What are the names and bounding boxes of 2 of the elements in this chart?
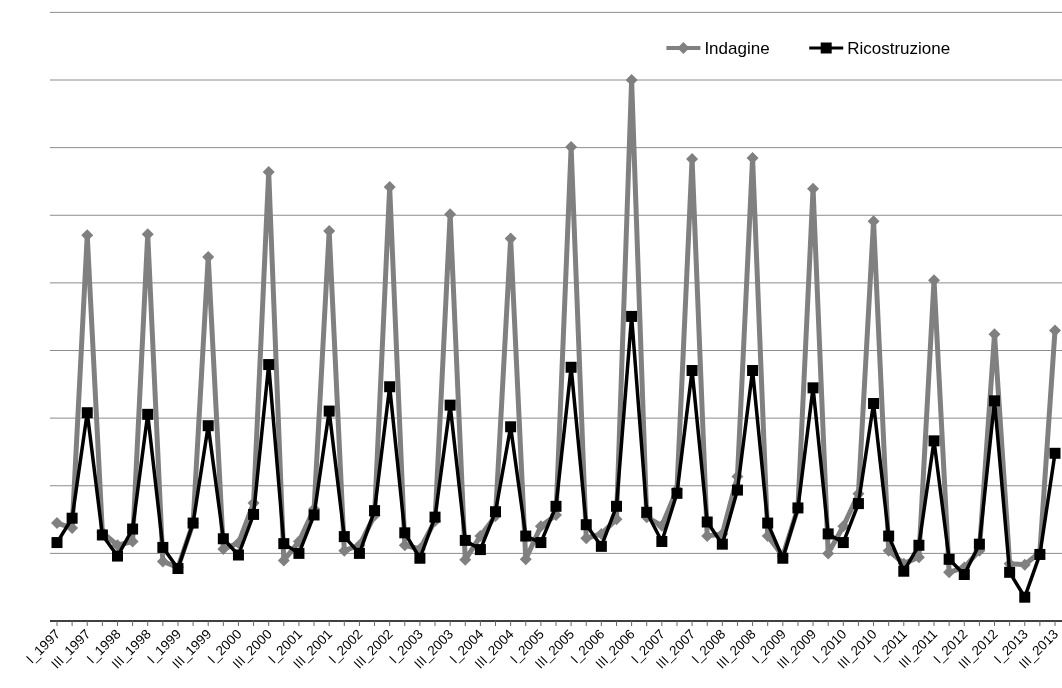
legend-label: Ricostruzione — [847, 39, 951, 58]
legend-label: Indagine — [704, 39, 770, 58]
